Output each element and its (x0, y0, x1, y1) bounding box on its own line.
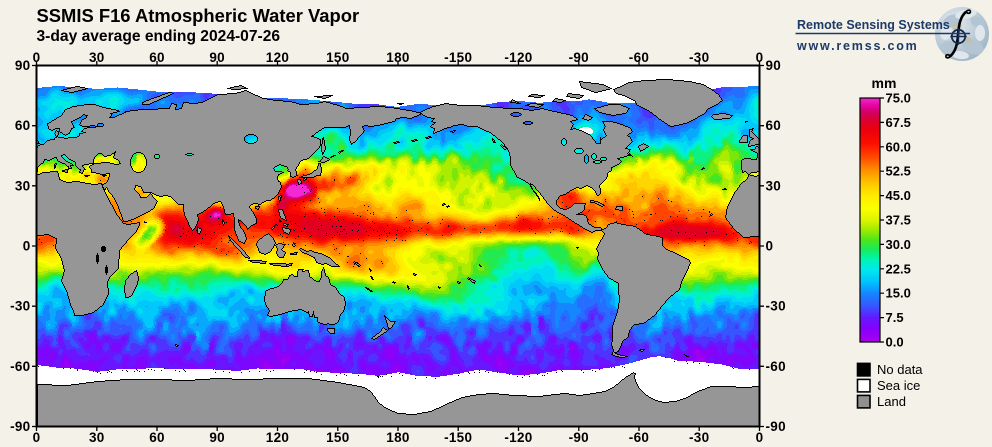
svg-text:90: 90 (15, 58, 31, 73)
svg-text:52.5: 52.5 (886, 164, 911, 179)
svg-text:30: 30 (15, 178, 31, 193)
svg-text:SSMIS F16 Atmospheric Water Va: SSMIS F16 Atmospheric Water Vapor (37, 5, 360, 26)
svg-text:mm: mm (872, 75, 897, 91)
svg-text:Land: Land (877, 394, 906, 409)
svg-text:67.5: 67.5 (886, 115, 911, 130)
svg-text:-90: -90 (10, 419, 30, 434)
svg-text:90: 90 (766, 58, 782, 73)
svg-text:60: 60 (149, 430, 165, 445)
svg-text:-90: -90 (569, 430, 589, 445)
svg-text:15.0: 15.0 (886, 286, 911, 301)
svg-text:30: 30 (89, 50, 105, 65)
svg-text:22.5: 22.5 (886, 261, 911, 276)
svg-text:-30: -30 (10, 299, 30, 314)
svg-text:60: 60 (149, 50, 165, 65)
svg-text:90: 90 (209, 430, 225, 445)
svg-text:0.0: 0.0 (886, 335, 904, 350)
svg-text:0: 0 (756, 430, 764, 445)
svg-text:150: 150 (326, 50, 349, 65)
svg-text:45.0: 45.0 (886, 188, 911, 203)
svg-text:www.remss.com: www.remss.com (796, 39, 919, 53)
svg-text:-30: -30 (689, 430, 709, 445)
svg-text:No data: No data (877, 362, 923, 377)
svg-text:90: 90 (209, 50, 225, 65)
svg-text:-150: -150 (444, 430, 472, 445)
svg-text:30: 30 (89, 430, 105, 445)
svg-text:0: 0 (33, 50, 41, 65)
svg-text:0: 0 (756, 50, 764, 65)
svg-text:-30: -30 (689, 50, 709, 65)
svg-text:-120: -120 (504, 50, 532, 65)
svg-text:60: 60 (766, 118, 782, 133)
svg-text:150: 150 (326, 430, 349, 445)
svg-text:0: 0 (33, 430, 41, 445)
svg-text:-30: -30 (766, 299, 786, 314)
svg-text:0: 0 (23, 239, 31, 254)
svg-text:-60: -60 (629, 50, 649, 65)
svg-text:30: 30 (766, 178, 782, 193)
svg-text:-120: -120 (504, 430, 532, 445)
svg-text:60.0: 60.0 (886, 139, 911, 154)
svg-text:7.5: 7.5 (886, 310, 904, 325)
svg-text:120: 120 (266, 430, 289, 445)
svg-text:-60: -60 (10, 359, 30, 374)
svg-text:180: 180 (386, 430, 409, 445)
svg-text:60: 60 (15, 118, 31, 133)
svg-text:120: 120 (266, 50, 289, 65)
svg-text:0: 0 (766, 239, 774, 254)
svg-text:-60: -60 (629, 430, 649, 445)
svg-text:37.5: 37.5 (886, 213, 911, 228)
svg-text:-90: -90 (569, 50, 589, 65)
svg-text:180: 180 (386, 50, 409, 65)
svg-text:-90: -90 (766, 419, 786, 434)
svg-text:-60: -60 (766, 359, 786, 374)
svg-text:75.0: 75.0 (886, 91, 911, 106)
svg-text:Remote Sensing Systems: Remote Sensing Systems (797, 18, 950, 32)
svg-text:3-day average ending 2024-07-2: 3-day average ending 2024-07-26 (37, 28, 281, 45)
svg-text:30.0: 30.0 (886, 237, 911, 252)
svg-text:-150: -150 (444, 50, 472, 65)
svg-text:Sea ice: Sea ice (877, 378, 920, 393)
